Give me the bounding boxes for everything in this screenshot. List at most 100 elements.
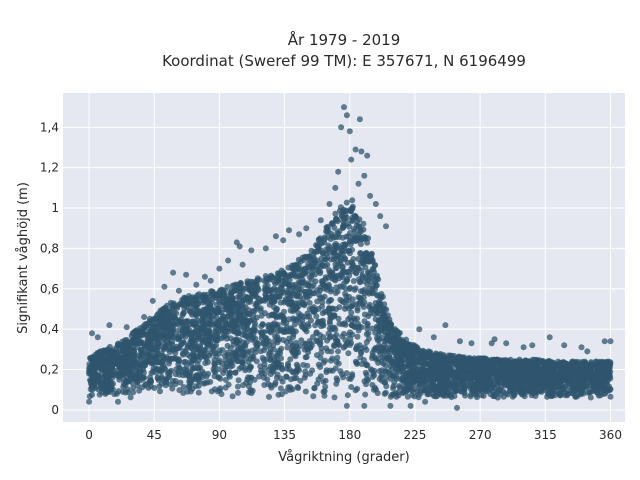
data-point bbox=[313, 313, 320, 320]
data-point bbox=[111, 360, 118, 367]
data-point bbox=[583, 372, 590, 379]
data-point bbox=[332, 290, 339, 296]
data-point bbox=[584, 383, 591, 390]
data-point bbox=[583, 365, 590, 372]
data-point bbox=[242, 343, 249, 350]
data-point bbox=[311, 385, 318, 392]
data-point bbox=[343, 402, 350, 409]
data-point bbox=[491, 336, 498, 343]
data-point bbox=[309, 263, 316, 270]
data-point bbox=[515, 359, 521, 366]
data-point bbox=[591, 387, 598, 393]
data-point bbox=[242, 364, 248, 371]
data-point bbox=[345, 297, 352, 304]
data-point bbox=[246, 389, 252, 396]
data-point bbox=[405, 381, 412, 388]
data-point bbox=[463, 382, 469, 389]
data-point bbox=[181, 359, 187, 366]
data-point bbox=[363, 252, 370, 259]
data-point bbox=[102, 390, 109, 397]
data-point bbox=[541, 379, 548, 386]
data-point bbox=[358, 148, 365, 155]
y-tick-label: 0 bbox=[51, 403, 59, 417]
data-point bbox=[155, 326, 161, 333]
data-point bbox=[542, 371, 549, 378]
data-point bbox=[358, 267, 365, 274]
data-point bbox=[181, 348, 188, 354]
data-point bbox=[446, 353, 453, 360]
data-point bbox=[369, 289, 376, 296]
data-point bbox=[186, 384, 193, 391]
data-point bbox=[354, 360, 361, 367]
data-point bbox=[142, 362, 149, 369]
data-point bbox=[143, 353, 150, 360]
data-point bbox=[360, 226, 367, 233]
data-point bbox=[275, 391, 282, 398]
data-point bbox=[333, 284, 340, 291]
x-axis-label: Vågriktning (grader) bbox=[278, 450, 409, 465]
data-point bbox=[115, 388, 122, 395]
data-point bbox=[122, 389, 129, 396]
data-point bbox=[541, 385, 548, 392]
data-point bbox=[274, 333, 281, 340]
data-point bbox=[130, 330, 137, 336]
data-point bbox=[180, 369, 187, 375]
data-point bbox=[282, 388, 289, 395]
data-point bbox=[353, 345, 360, 352]
data-point bbox=[449, 384, 456, 391]
data-point bbox=[123, 324, 130, 331]
data-point bbox=[235, 344, 242, 351]
data-point bbox=[364, 376, 370, 383]
data-point bbox=[328, 256, 334, 263]
x-tick-label: 180 bbox=[338, 428, 361, 442]
data-point bbox=[99, 365, 106, 372]
chart-title-line2: Koordinat (Sweref 99 TM): E 357671, N 61… bbox=[162, 52, 526, 70]
data-point bbox=[260, 357, 267, 364]
data-point bbox=[441, 388, 448, 395]
data-point bbox=[290, 315, 297, 322]
data-point bbox=[277, 327, 284, 334]
data-point bbox=[366, 303, 373, 310]
data-point bbox=[266, 341, 273, 348]
data-point bbox=[326, 201, 333, 207]
data-point bbox=[525, 384, 531, 391]
data-point bbox=[577, 385, 584, 392]
data-point bbox=[248, 247, 255, 254]
data-point bbox=[135, 373, 142, 380]
data-point bbox=[245, 374, 252, 381]
data-point bbox=[202, 336, 208, 343]
data-point bbox=[510, 385, 517, 392]
data-point bbox=[305, 323, 312, 330]
data-point bbox=[328, 326, 335, 333]
data-point bbox=[371, 310, 378, 317]
data-point bbox=[332, 246, 339, 253]
data-point bbox=[428, 386, 435, 393]
data-point bbox=[593, 370, 600, 377]
data-point bbox=[467, 381, 474, 387]
data-point bbox=[188, 336, 195, 343]
data-point bbox=[183, 303, 190, 310]
data-point bbox=[300, 257, 307, 264]
data-point bbox=[595, 392, 602, 399]
data-point bbox=[123, 367, 130, 374]
data-point bbox=[380, 315, 386, 321]
data-point bbox=[370, 386, 377, 393]
chart-title-line1: År 1979 - 2019 bbox=[288, 30, 401, 49]
data-point bbox=[361, 172, 368, 179]
data-point bbox=[404, 341, 411, 347]
data-point bbox=[381, 328, 388, 335]
data-point bbox=[251, 323, 258, 330]
data-point bbox=[423, 368, 430, 375]
data-point bbox=[362, 391, 369, 398]
data-point bbox=[334, 218, 341, 225]
data-point bbox=[126, 341, 133, 348]
data-point bbox=[375, 301, 382, 308]
data-point bbox=[322, 377, 329, 384]
data-point bbox=[136, 387, 143, 394]
data-point bbox=[357, 241, 364, 248]
data-point bbox=[526, 358, 532, 365]
data-point bbox=[232, 317, 238, 324]
data-point bbox=[324, 337, 331, 344]
data-point bbox=[349, 217, 356, 224]
data-point bbox=[334, 337, 341, 344]
